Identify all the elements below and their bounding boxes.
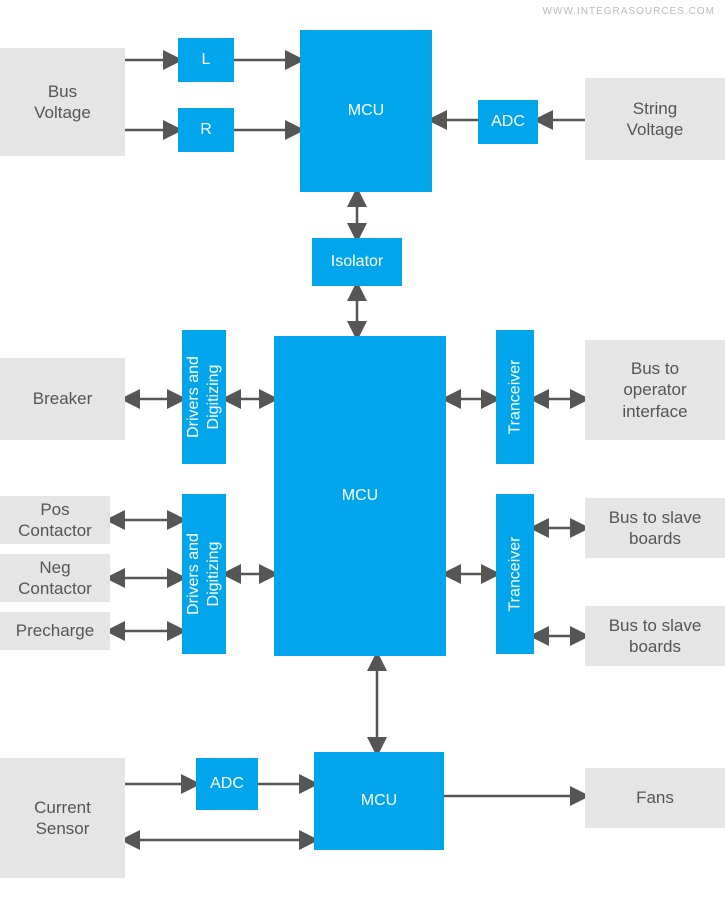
node-pos_contactor: PosContactor [0,496,110,544]
node-label-L: L [202,50,211,70]
node-label-trx1: Tranceiver [505,360,525,435]
node-label-adc2: ADC [210,774,244,794]
node-L: L [178,38,234,82]
node-adc2: ADC [196,758,258,810]
node-label-breaker: Breaker [33,388,93,409]
node-bus_slave2: Bus to slaveboards [585,606,725,666]
node-mcu1: MCU [300,30,432,192]
node-label-fans: Fans [636,787,674,808]
node-label-drv2: Drivers andDigitizing [184,533,224,615]
node-breaker: Breaker [0,358,125,440]
node-isolator: Isolator [312,238,402,286]
node-label-isolator: Isolator [331,252,383,272]
node-label-bus_slave1: Bus to slaveboards [609,507,702,550]
node-drv1: Drivers andDigitizing [182,330,226,464]
node-label-neg_contactor: NegContactor [18,557,92,600]
node-bus_voltage: BusVoltage [0,48,125,156]
watermark: WWW.INTEGRASOURCES.COM [542,6,715,17]
node-mcu2: MCU [274,336,446,656]
node-trx2: Tranceiver [496,494,534,654]
node-label-current_sensor: CurrentSensor [34,797,91,840]
node-label-trx2: Tranceiver [505,537,525,612]
node-R: R [178,108,234,152]
node-label-precharge: Precharge [16,620,94,641]
node-label-string_voltage: StringVoltage [627,98,684,141]
node-label-mcu1: MCU [348,101,384,121]
node-mcu3: MCU [314,752,444,850]
node-label-pos_contactor: PosContactor [18,499,92,542]
node-label-drv1: Drivers andDigitizing [184,356,224,438]
node-bus_op: Bus tooperatorinterface [585,340,725,440]
node-bus_slave1: Bus to slaveboards [585,498,725,558]
node-current_sensor: CurrentSensor [0,758,125,878]
node-adc1: ADC [478,100,538,144]
node-label-R: R [200,120,212,140]
node-precharge: Precharge [0,612,110,650]
node-drv2: Drivers andDigitizing [182,494,226,654]
node-neg_contactor: NegContactor [0,554,110,602]
node-label-bus_voltage: BusVoltage [34,81,91,124]
node-label-bus_op: Bus tooperatorinterface [622,358,687,422]
node-string_voltage: StringVoltage [585,78,725,160]
node-fans: Fans [585,768,725,828]
node-label-mcu3: MCU [361,791,397,811]
node-label-bus_slave2: Bus to slaveboards [609,615,702,658]
node-label-mcu2: MCU [342,486,378,506]
node-trx1: Tranceiver [496,330,534,464]
node-label-adc1: ADC [491,112,525,132]
